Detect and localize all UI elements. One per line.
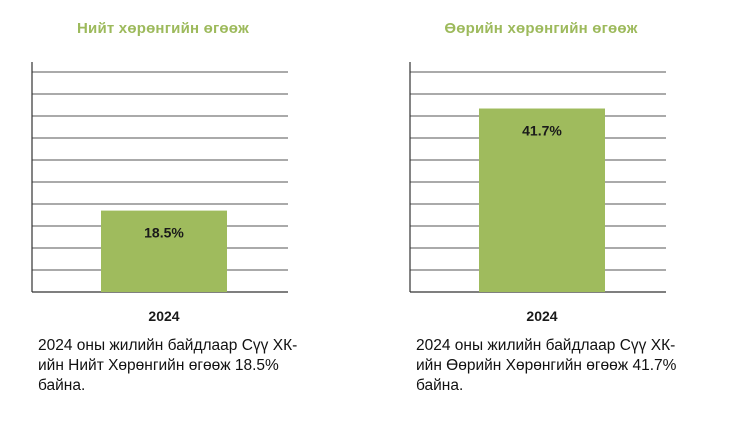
x-tick-label: 2024 <box>526 308 557 324</box>
bar-chart: 41.7% 2024 <box>409 62 666 324</box>
chart-panel-uuriin: Өөрийн хөрөнгийн өгөөж 41.7% 2024 2024 он… <box>398 0 698 434</box>
chart-caption: 2024 оны жилийн байдлаар Сүү ХК-ийн Өөри… <box>416 337 677 394</box>
x-tick-label: 2024 <box>148 308 179 324</box>
chart-panel-nit: Нийт хөрөнгийн өгөөж 18.5% 2024 2024 оны … <box>20 0 320 434</box>
data-label: 18.5% <box>144 225 184 241</box>
bar-chart: 18.5% 2024 <box>31 62 288 324</box>
data-label: 41.7% <box>522 123 562 139</box>
bar <box>479 108 605 292</box>
bar <box>101 210 227 292</box>
chart-title: Нийт хөрөнгийн өгөөж <box>77 20 249 37</box>
chart-caption: 2024 оны жилийн байдлаар Сүү ХК-ийн Нийт… <box>38 337 298 394</box>
chart-title: Өөрийн хөрөнгийн өгөөж <box>444 20 638 37</box>
